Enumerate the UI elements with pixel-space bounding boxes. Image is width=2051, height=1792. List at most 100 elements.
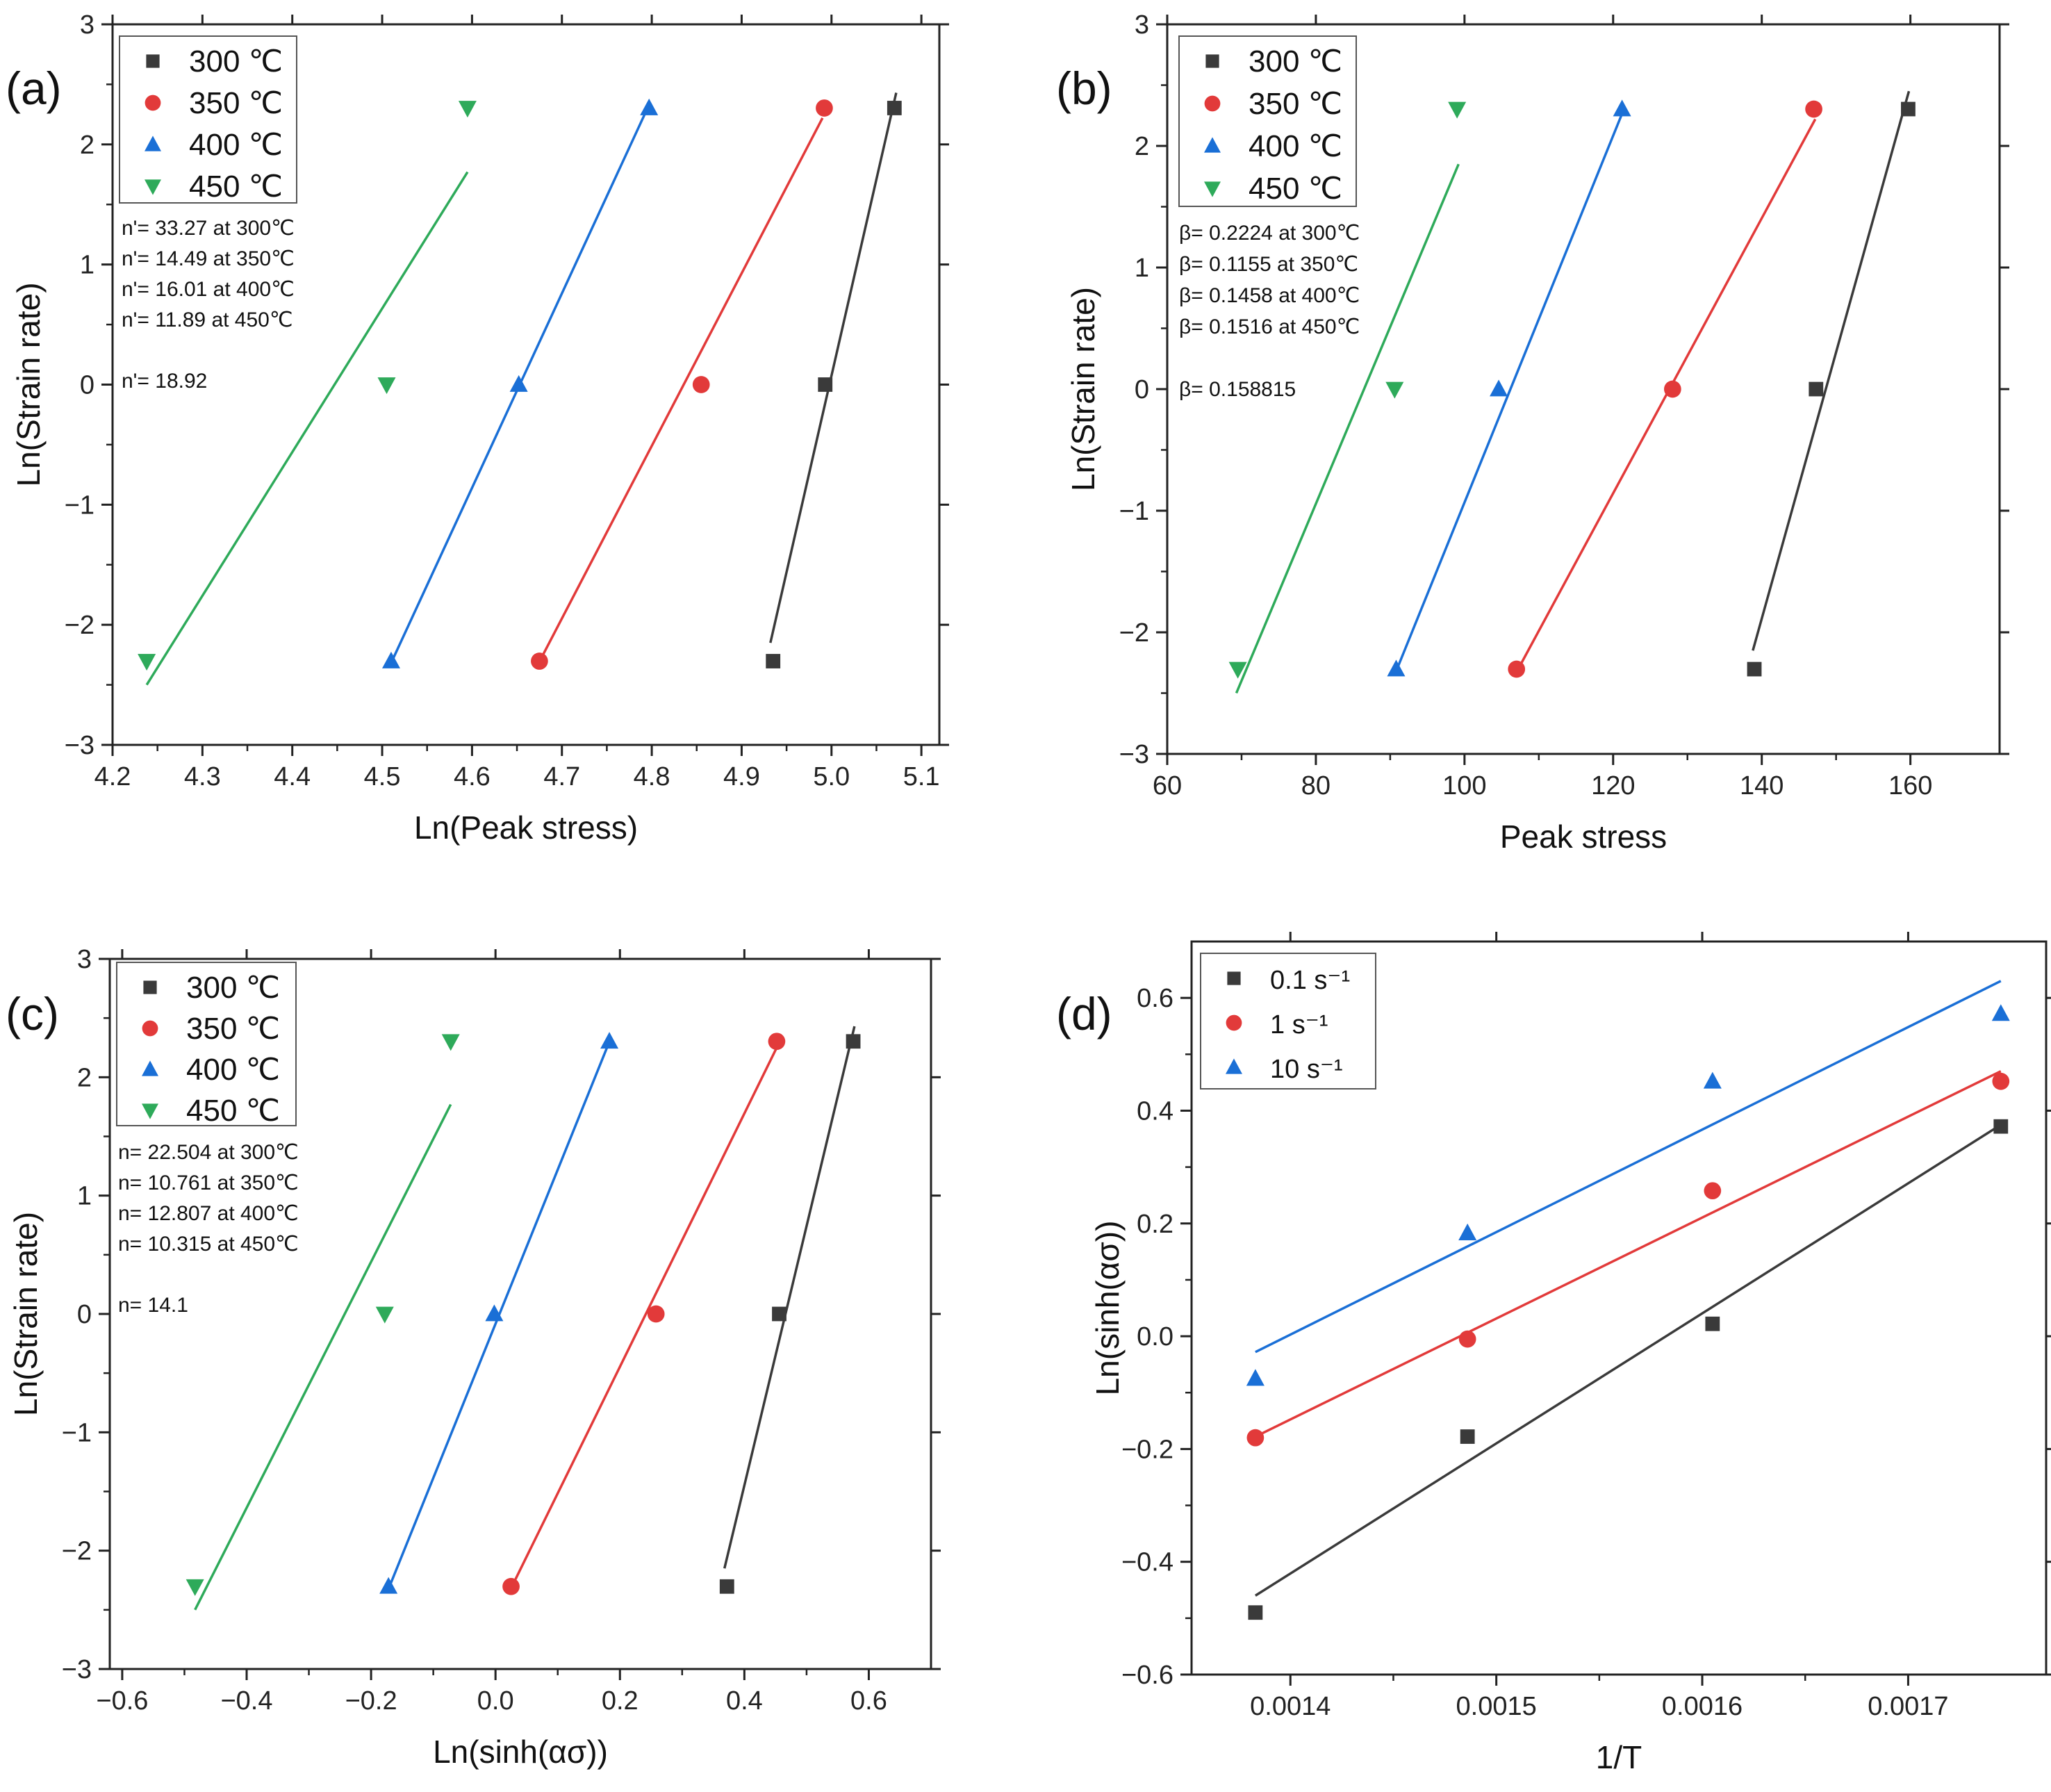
legend-marker-green <box>145 179 161 195</box>
data-point-red <box>647 1305 665 1323</box>
x-axis-title: Peak stress <box>1500 819 1667 855</box>
data-point-green <box>1228 661 1247 679</box>
data-point-green <box>441 1034 460 1051</box>
x-tick-label: 160 <box>1888 771 1932 800</box>
y-tick-label: −0.6 <box>1121 1661 1173 1690</box>
x-tick-label: 0.0 <box>477 1686 514 1716</box>
data-point-red <box>1805 100 1822 118</box>
panel-label: (d) <box>1056 988 1112 1039</box>
data-point-red <box>1458 1330 1476 1348</box>
y-tick-label: 1 <box>80 251 94 280</box>
legend-label: 300 ℃ <box>189 44 283 79</box>
legend-label: 450 ℃ <box>189 170 283 204</box>
y-tick-label: 3 <box>1135 10 1149 40</box>
x-tick-label: 0.0017 <box>1868 1692 1948 1721</box>
data-point-blue <box>600 1032 619 1049</box>
fit-line-blue <box>1393 111 1624 675</box>
x-axis-title: Ln(Peak stress) <box>414 809 638 846</box>
data-point-black <box>1901 101 1916 117</box>
legend-marker-red <box>1204 95 1221 112</box>
fit-line-red <box>508 1046 778 1593</box>
data-point-black <box>818 377 833 392</box>
data-point-blue <box>485 1304 504 1322</box>
y-tick-label: −3 <box>1119 740 1149 769</box>
data-point-blue <box>1613 99 1631 117</box>
legend-label: 400 ℃ <box>186 1053 280 1087</box>
panel-c: (c) −0.6 −0.4 −0.2 0.0 0.2 0.4 0.6 −3 −2 −1 0 1 2 3 Ln(… <box>6 945 941 1770</box>
fit-line-black <box>723 1026 856 1569</box>
y-tick-label: −2 <box>1119 618 1149 648</box>
y-tick-label: −1 <box>65 491 94 520</box>
x-tick-label: 60 <box>1153 771 1182 800</box>
fit-line-green <box>145 171 469 686</box>
x-tick-label: 0.0016 <box>1662 1692 1743 1721</box>
y-tick-label: −3 <box>65 731 94 760</box>
annotation-text: β= 0.158815 <box>1179 378 1296 401</box>
data-point-black <box>1460 1429 1475 1444</box>
y-tick-label: 1 <box>77 1182 92 1211</box>
y-tick-label: 3 <box>80 10 94 40</box>
data-point-black <box>846 1034 861 1049</box>
legend-marker-blue <box>1204 137 1221 153</box>
data-point-green <box>138 654 156 671</box>
data-point-red <box>1704 1182 1722 1200</box>
data-point-red <box>768 1033 786 1051</box>
annotation-text: β= 0.1155 at 350℃ <box>1179 253 1358 276</box>
x-tick-label: 4.2 <box>94 762 131 791</box>
data-point-green <box>1448 101 1467 119</box>
x-tick-label: −0.2 <box>345 1686 397 1716</box>
y-tick-label: 2 <box>80 131 94 160</box>
data-point-red <box>1246 1429 1265 1447</box>
data-point-green <box>375 1306 394 1324</box>
legend-label: 350 ℃ <box>186 1012 280 1046</box>
x-tick-label: −0.6 <box>96 1686 148 1716</box>
fit-line-black <box>1254 1124 2002 1597</box>
fit-line-green <box>194 1103 452 1611</box>
y-tick-label: 3 <box>77 945 92 974</box>
data-point-black <box>772 1306 786 1322</box>
y-tick-label: −0.2 <box>1121 1435 1173 1464</box>
fit-line-red <box>1514 118 1817 676</box>
fit-line-black <box>1752 90 1911 651</box>
x-tick-label: 4.4 <box>274 762 311 791</box>
data-point-green <box>1385 381 1404 399</box>
x-tick-label: 120 <box>1591 771 1635 800</box>
data-point-green <box>377 377 396 395</box>
y-axis-title: Ln(Strain rate) <box>1065 287 1101 491</box>
panel-d: (d) 0.0014 0.0015 0.0016 0.0017 −0.6 −0.4 −0.2 0… <box>1056 932 2051 1775</box>
data-point-red <box>1992 1072 2010 1090</box>
legend-marker-red <box>1226 1014 1242 1031</box>
y-tick-label: 2 <box>77 1063 92 1092</box>
annotation-text: n= 10.315 at 450℃ <box>118 1233 299 1256</box>
data-point-blue <box>1991 1004 2010 1021</box>
legend-marker-black <box>143 980 157 994</box>
x-axis-title: 1/T <box>1596 1739 1642 1775</box>
x-tick-label: 5.0 <box>813 762 850 791</box>
data-point-black <box>766 654 781 668</box>
legend-label: 10 s⁻¹ <box>1270 1055 1343 1084</box>
legend-marker-black <box>1227 971 1241 985</box>
data-point-black <box>887 101 902 115</box>
data-point-blue <box>1387 659 1406 677</box>
data-point-red <box>1664 380 1681 398</box>
x-tick-label: 4.6 <box>454 762 491 791</box>
y-tick-label: 0.2 <box>1137 1210 1173 1239</box>
data-point-red <box>502 1577 520 1595</box>
data-point-black <box>1248 1605 1263 1620</box>
data-point-blue <box>1703 1071 1722 1089</box>
x-tick-label: 4.5 <box>364 762 401 791</box>
annotation-text: n= 22.504 at 300℃ <box>118 1141 299 1164</box>
legend-label: 400 ℃ <box>1249 129 1342 163</box>
y-axis-title: Ln(sinh(ασ)) <box>1089 1221 1126 1396</box>
x-tick-label: 4.3 <box>184 762 221 791</box>
panel-label: (a) <box>6 63 62 114</box>
x-tick-label: 0.4 <box>726 1686 763 1716</box>
x-tick-label: 4.9 <box>723 762 760 791</box>
fit-line-green <box>1235 163 1460 694</box>
legend-marker-red <box>145 94 161 111</box>
annotation-text: β= 0.2224 at 300℃ <box>1179 222 1360 245</box>
legend-marker-black <box>1205 54 1219 68</box>
plot-frame <box>1190 940 2048 1676</box>
legend-label: 350 ℃ <box>189 86 283 120</box>
